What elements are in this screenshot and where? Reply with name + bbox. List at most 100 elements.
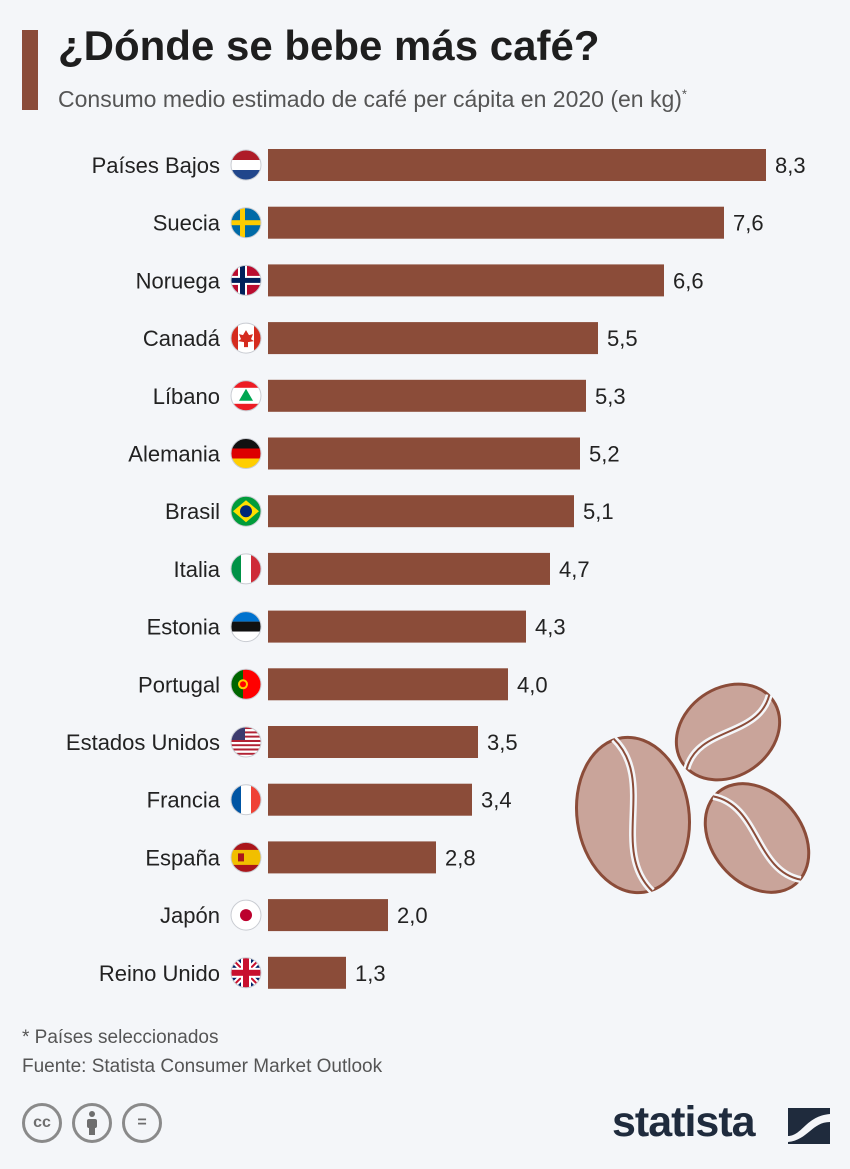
bar-row: Suecia 7,6: [153, 206, 764, 239]
germany-flag-icon: [231, 438, 261, 469]
bar-row: Estados Unidos 3,5: [66, 726, 518, 758]
category-label: España: [145, 845, 220, 870]
bar: [268, 610, 526, 643]
category-label: Brasil: [165, 499, 220, 524]
bar: [268, 264, 664, 297]
value-label: 2,0: [397, 903, 428, 928]
bar: [268, 149, 766, 181]
france-flag-icon: [231, 784, 261, 815]
attribution-icon[interactable]: [72, 1103, 112, 1143]
bar-row: Portugal 4,0: [138, 668, 548, 701]
flag-border: [230, 784, 262, 816]
bar-row: Japón 2,0: [160, 899, 428, 932]
statista-logo-mark: [788, 1108, 830, 1144]
category-label: Estonia: [147, 615, 221, 640]
brazil-flag-icon: [231, 496, 261, 527]
value-label: 4,7: [559, 557, 590, 582]
japan-flag-icon: [231, 900, 261, 931]
value-label: 3,5: [487, 730, 518, 755]
category-label: Reino Unido: [99, 961, 220, 986]
value-label: 5,2: [589, 442, 620, 467]
sweden-flag-icon: [231, 207, 261, 238]
bar-row: Noruega 6,6: [136, 264, 704, 297]
bar: [268, 552, 550, 585]
bar: [268, 668, 508, 701]
bar: [268, 206, 724, 239]
bar: [268, 495, 574, 528]
flag-border: [230, 495, 262, 527]
bar-row: Francia 3,4: [147, 783, 512, 816]
title-accent-bar: [22, 30, 38, 110]
bar: [268, 899, 388, 932]
category-label: Francia: [147, 788, 221, 813]
bar: [268, 437, 580, 470]
flag-border: [230, 149, 262, 181]
norway-flag-icon: [231, 265, 261, 296]
category-label: Líbano: [153, 384, 220, 409]
spain-flag-icon: [231, 842, 261, 873]
canada-flag-icon: [231, 323, 261, 354]
category-label: Italia: [174, 557, 221, 582]
bar: [268, 956, 346, 989]
flag-border: [230, 322, 262, 354]
category-label: Canadá: [143, 326, 221, 351]
bar: [268, 379, 586, 412]
value-label: 8,3: [775, 153, 806, 178]
value-label: 2,8: [445, 845, 476, 870]
footnote: * Países seleccionados: [22, 1027, 219, 1048]
flag-border: [230, 841, 262, 873]
bar: [268, 783, 472, 816]
subtitle-text: Consumo medio estimado de café per cápit…: [58, 86, 682, 112]
flag-border: [230, 264, 262, 296]
no-derivatives-label: =: [137, 1114, 147, 1131]
bar: [268, 726, 478, 758]
value-label: 1,3: [355, 961, 386, 986]
value-label: 3,4: [481, 788, 512, 813]
flag-border: [230, 899, 262, 931]
person-glyph: [87, 1111, 97, 1135]
cc-icon[interactable]: cc: [22, 1103, 62, 1143]
coffee-bean-icon: [703, 782, 811, 894]
coffee-bean-icon: [574, 735, 692, 895]
bar-row: Líbano 5,3: [153, 379, 626, 412]
lebanon-flag-icon: [231, 380, 261, 411]
bar: [268, 841, 436, 874]
statista-logo[interactable]: statista: [612, 1098, 756, 1146]
portugal-flag-icon: [231, 669, 261, 700]
bar-row: España 2,8: [145, 841, 476, 874]
chart-subtitle: Consumo medio estimado de café per cápit…: [58, 86, 687, 113]
flag-border: [230, 668, 262, 700]
value-label: 5,1: [583, 499, 614, 524]
italy-flag-icon: [231, 553, 261, 584]
flag-border: [230, 726, 262, 758]
no-derivatives-icon[interactable]: =: [122, 1103, 162, 1143]
bar-row: Alemania 5,2: [128, 437, 620, 470]
bar-row: Estonia 4,3: [147, 610, 566, 643]
cc-icon-label: cc: [33, 1114, 51, 1131]
subtitle-asterisk: *: [681, 86, 687, 102]
value-label: 4,0: [517, 672, 548, 697]
chart-title: ¿Dónde se bebe más café?: [58, 22, 600, 69]
category-label: Alemania: [128, 442, 220, 467]
bean-crease: [713, 795, 801, 881]
flag-border: [230, 207, 262, 239]
bar-row: Canadá 5,5: [143, 322, 638, 355]
coffee-bean-icon: [674, 682, 782, 782]
flag-border: [230, 553, 262, 585]
bar-row: Brasil 5,1: [165, 495, 614, 528]
category-label: Portugal: [138, 672, 220, 697]
category-label: Estados Unidos: [66, 730, 220, 755]
estonia-flag-icon: [231, 611, 261, 642]
bar-row: Italia 4,7: [174, 552, 590, 585]
bar-row: Países Bajos 8,3: [92, 149, 806, 181]
flag-border: [230, 380, 262, 412]
category-label: Noruega: [136, 268, 221, 293]
flag-border: [230, 438, 262, 469]
value-label: 7,6: [733, 211, 764, 236]
source-note: Fuente: Statista Consumer Market Outlook: [22, 1056, 383, 1077]
category-label: Suecia: [153, 211, 221, 236]
bar-row: Reino Unido 1,3: [99, 956, 386, 989]
bean-crease: [685, 694, 771, 770]
usa-flag-icon: [231, 727, 261, 757]
flag-border: [230, 957, 262, 989]
